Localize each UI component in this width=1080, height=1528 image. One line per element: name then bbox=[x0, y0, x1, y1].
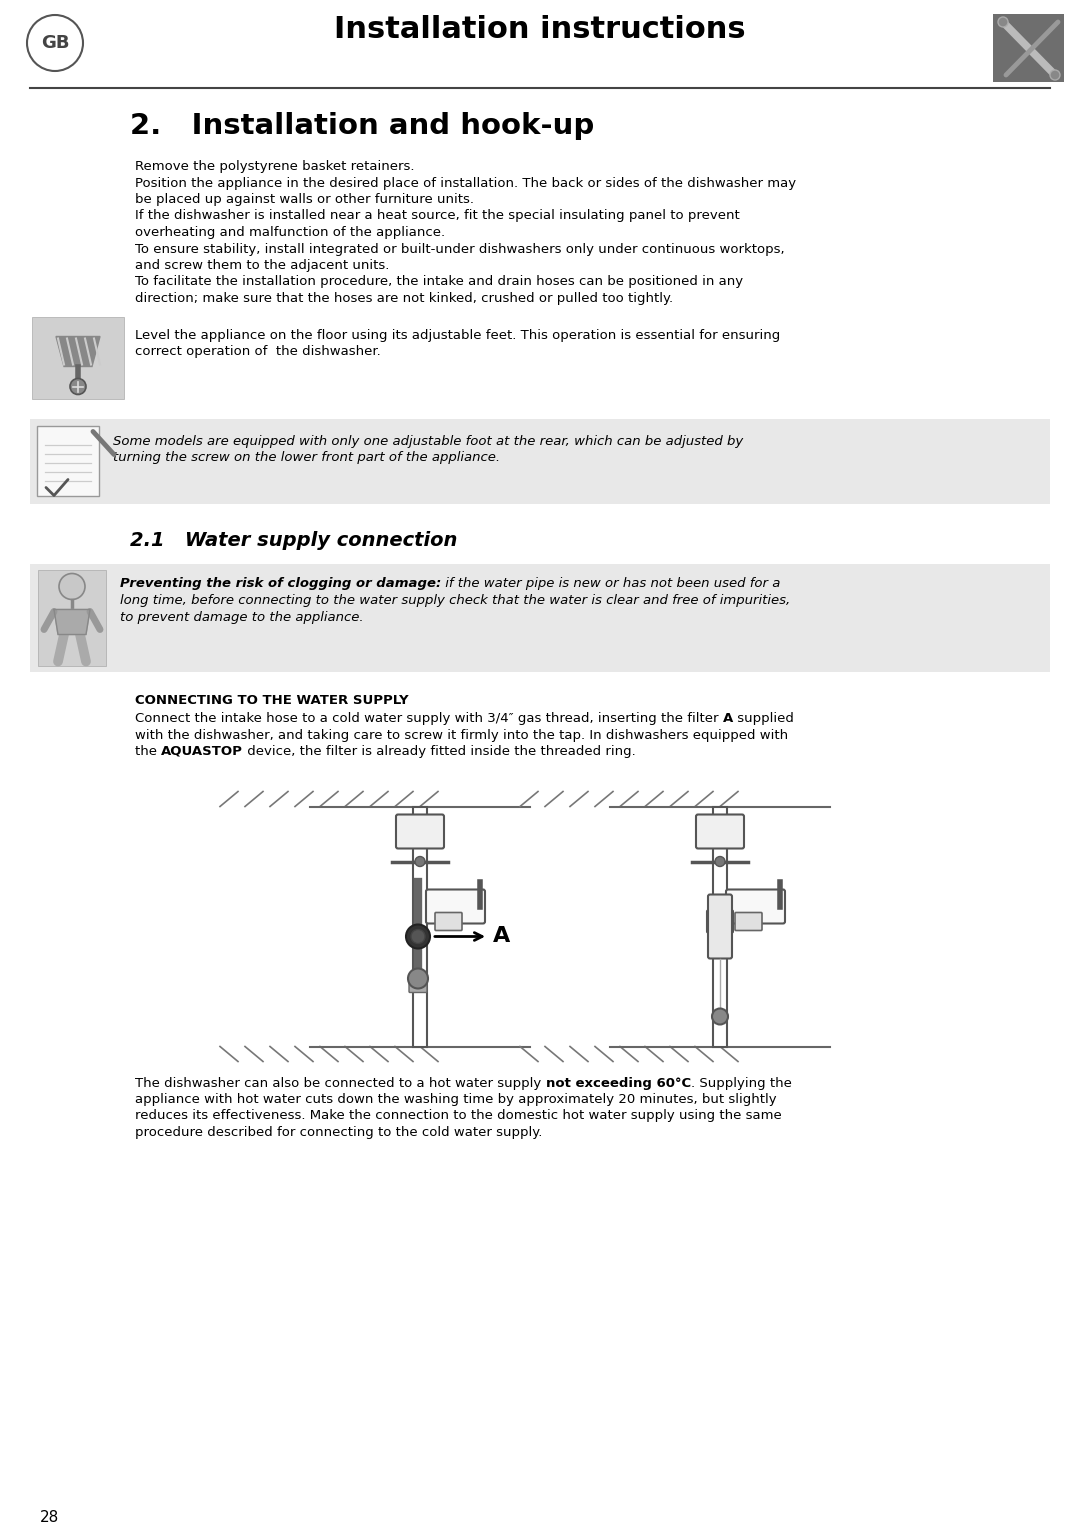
Circle shape bbox=[406, 924, 430, 949]
FancyBboxPatch shape bbox=[696, 814, 744, 848]
FancyBboxPatch shape bbox=[726, 889, 785, 923]
FancyBboxPatch shape bbox=[707, 911, 733, 932]
Circle shape bbox=[411, 929, 426, 943]
Circle shape bbox=[408, 969, 428, 989]
Text: The dishwasher can also be connected to a hot water supply: The dishwasher can also be connected to … bbox=[135, 1077, 545, 1089]
Text: to prevent damage to the appliance.: to prevent damage to the appliance. bbox=[120, 611, 364, 623]
Text: Preventing the risk of clogging or damage:: Preventing the risk of clogging or damag… bbox=[120, 578, 442, 590]
FancyBboxPatch shape bbox=[413, 807, 427, 1047]
FancyBboxPatch shape bbox=[30, 419, 1050, 504]
Text: if the water pipe is new or has not been used for a: if the water pipe is new or has not been… bbox=[442, 578, 781, 590]
Text: not exceeding 60°C: not exceeding 60°C bbox=[545, 1077, 690, 1089]
Text: with the dishwasher, and taking care to screw it firmly into the tap. In dishwas: with the dishwasher, and taking care to … bbox=[135, 729, 788, 741]
Circle shape bbox=[998, 17, 1008, 28]
Text: 2.   Installation and hook-up: 2. Installation and hook-up bbox=[130, 112, 594, 141]
FancyBboxPatch shape bbox=[38, 570, 106, 666]
Text: Installation instructions: Installation instructions bbox=[334, 15, 746, 44]
Text: long time, before connecting to the water supply check that the water is clear a: long time, before connecting to the wate… bbox=[120, 594, 791, 607]
Text: CONNECTING TO THE WATER SUPPLY: CONNECTING TO THE WATER SUPPLY bbox=[135, 694, 408, 706]
Text: GB: GB bbox=[41, 34, 69, 52]
FancyBboxPatch shape bbox=[435, 912, 462, 931]
FancyBboxPatch shape bbox=[37, 425, 99, 495]
Text: the: the bbox=[135, 746, 161, 758]
Text: appliance with hot water cuts down the washing time by approximately 20 minutes,: appliance with hot water cuts down the w… bbox=[135, 1093, 777, 1106]
Text: reduces its effectiveness. Make the connection to the domestic hot water supply : reduces its effectiveness. Make the conn… bbox=[135, 1109, 782, 1123]
Text: supplied: supplied bbox=[733, 712, 794, 724]
Text: 2.1   Water supply connection: 2.1 Water supply connection bbox=[130, 532, 457, 550]
Text: turning the screw on the lower front part of the appliance.: turning the screw on the lower front par… bbox=[113, 451, 500, 465]
Text: procedure described for connecting to the cold water supply.: procedure described for connecting to th… bbox=[135, 1126, 542, 1138]
Text: Remove the polystyrene basket retainers.: Remove the polystyrene basket retainers. bbox=[135, 160, 415, 173]
Polygon shape bbox=[56, 336, 100, 367]
Text: Position the appliance in the desired place of installation. The back or sides o: Position the appliance in the desired pl… bbox=[135, 177, 796, 189]
Text: To ensure stability, install integrated or built-under dishwashers only under co: To ensure stability, install integrated … bbox=[135, 243, 785, 255]
Circle shape bbox=[712, 1008, 728, 1024]
Text: AQUASTOP: AQUASTOP bbox=[161, 746, 243, 758]
Circle shape bbox=[59, 573, 85, 599]
Text: and screw them to the adjacent units.: and screw them to the adjacent units. bbox=[135, 260, 390, 272]
Text: 28: 28 bbox=[40, 1510, 59, 1525]
Text: device, the filter is already fitted inside the threaded ring.: device, the filter is already fitted ins… bbox=[243, 746, 636, 758]
Text: Connect the intake hose to a cold water supply with 3/4″ gas thread, inserting t: Connect the intake hose to a cold water … bbox=[135, 712, 723, 724]
Text: direction; make sure that the hoses are not kinked, crushed or pulled too tightl: direction; make sure that the hoses are … bbox=[135, 292, 673, 306]
Text: be placed up against walls or other furniture units.: be placed up against walls or other furn… bbox=[135, 193, 474, 206]
Text: A: A bbox=[723, 712, 733, 724]
FancyBboxPatch shape bbox=[708, 894, 732, 958]
FancyBboxPatch shape bbox=[409, 975, 427, 993]
Text: Level the appliance on the floor using its adjustable feet. This operation is es: Level the appliance on the floor using i… bbox=[135, 329, 780, 341]
FancyBboxPatch shape bbox=[735, 912, 762, 931]
Text: . Supplying the: . Supplying the bbox=[690, 1077, 792, 1089]
Polygon shape bbox=[54, 610, 90, 634]
Text: correct operation of  the dishwasher.: correct operation of the dishwasher. bbox=[135, 345, 381, 358]
Circle shape bbox=[715, 857, 725, 866]
Text: A: A bbox=[492, 926, 510, 946]
FancyBboxPatch shape bbox=[993, 14, 1064, 83]
Circle shape bbox=[70, 379, 86, 394]
Text: If the dishwasher is installed near a heat source, fit the special insulating pa: If the dishwasher is installed near a he… bbox=[135, 209, 740, 223]
Text: overheating and malfunction of the appliance.: overheating and malfunction of the appli… bbox=[135, 226, 445, 238]
FancyBboxPatch shape bbox=[426, 889, 485, 923]
FancyBboxPatch shape bbox=[396, 814, 444, 848]
FancyBboxPatch shape bbox=[32, 316, 124, 399]
Circle shape bbox=[415, 857, 426, 866]
FancyBboxPatch shape bbox=[30, 564, 1050, 671]
Text: Some models are equipped with only one adjustable foot at the rear, which can be: Some models are equipped with only one a… bbox=[113, 434, 743, 448]
Circle shape bbox=[1050, 70, 1059, 79]
FancyBboxPatch shape bbox=[713, 807, 727, 1047]
Text: To facilitate the installation procedure, the intake and drain hoses can be posi: To facilitate the installation procedure… bbox=[135, 275, 743, 289]
